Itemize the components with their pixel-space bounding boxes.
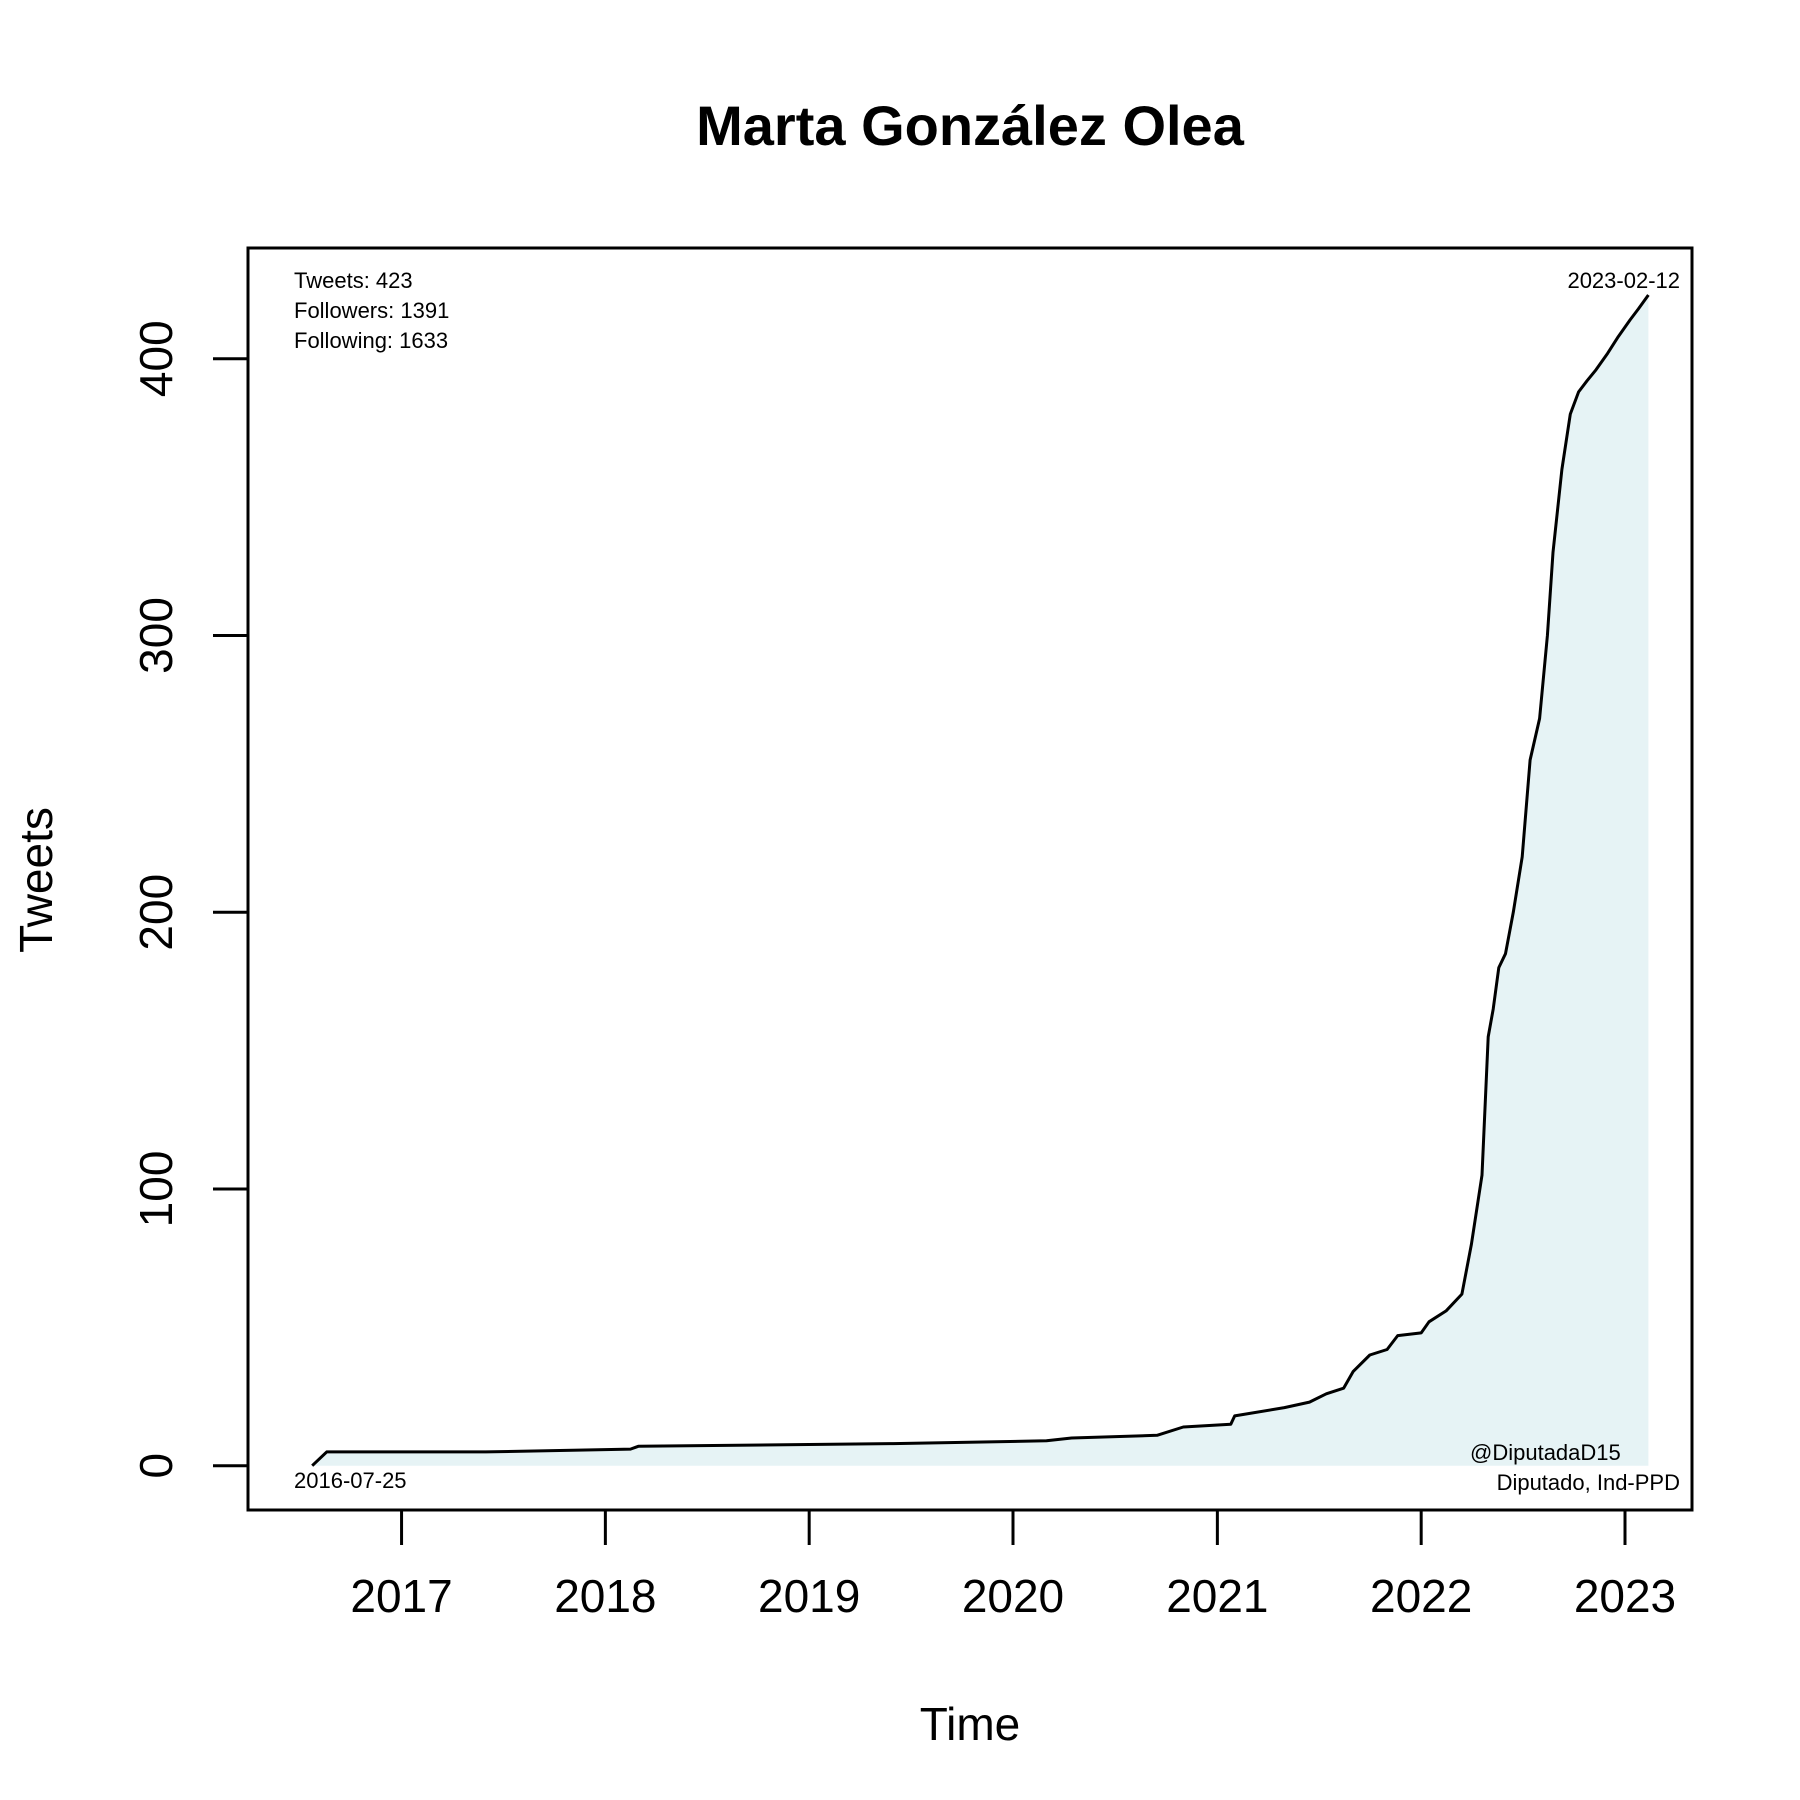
tweets-count-label: Tweets: 423 <box>294 268 413 293</box>
y-tick-label: 400 <box>130 320 182 397</box>
y-tick-label: 100 <box>130 1151 182 1228</box>
start-date-label: 2016-07-25 <box>294 1468 407 1493</box>
cumulative-tweets-line <box>311 294 1650 1467</box>
end-date-label: 2023-02-12 <box>1567 268 1680 293</box>
y-tick-label: 0 <box>130 1453 182 1479</box>
y-axis-title: Tweets <box>10 807 62 953</box>
x-tick-label: 2019 <box>758 1570 860 1622</box>
account-handle-label: @DiputadaD15 <box>1470 1440 1621 1465</box>
followers-count-label: Followers: 1391 <box>294 298 449 323</box>
x-tick-label: 2022 <box>1370 1570 1472 1622</box>
account-role-label: Diputado, Ind-PPD <box>1497 1470 1680 1495</box>
cumulative-tweets-area <box>312 295 1649 1466</box>
chart-title: Marta González Olea <box>696 94 1245 157</box>
y-tick-label: 300 <box>130 597 182 674</box>
x-tick-label: 2020 <box>962 1570 1064 1622</box>
x-tick-label: 2021 <box>1166 1570 1268 1622</box>
x-tick-label: 2023 <box>1574 1570 1676 1622</box>
plot-area <box>246 246 1694 1512</box>
y-tick-label: 200 <box>130 874 182 951</box>
y-axis: 0 100 200 300 400 <box>130 320 250 1479</box>
x-tick-label: 2017 <box>350 1570 452 1622</box>
x-tick-label: 2018 <box>554 1570 656 1622</box>
x-axis-title: Time <box>920 1698 1021 1750</box>
x-axis: 2017 2018 2019 2020 2021 2022 2023 <box>350 1508 1676 1622</box>
following-count-label: Following: 1633 <box>294 328 448 353</box>
